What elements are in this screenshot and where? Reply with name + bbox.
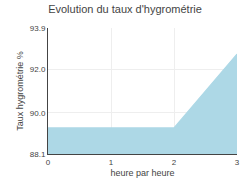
svg-text:90.0: 90.0 — [30, 109, 46, 118]
svg-text:3: 3 — [235, 158, 240, 167]
svg-text:Evolution du taux d'hygrométri: Evolution du taux d'hygrométrie — [48, 3, 202, 15]
svg-text:0: 0 — [46, 158, 51, 167]
svg-text:93.9: 93.9 — [30, 24, 46, 33]
svg-text:1: 1 — [109, 158, 114, 167]
svg-text:Taux hygrométrie %: Taux hygrométrie % — [15, 51, 25, 131]
svg-text:92.0: 92.0 — [30, 65, 46, 74]
svg-text:heure par heure: heure par heure — [110, 168, 174, 178]
svg-text:88.1: 88.1 — [30, 150, 46, 159]
svg-text:2: 2 — [172, 158, 177, 167]
